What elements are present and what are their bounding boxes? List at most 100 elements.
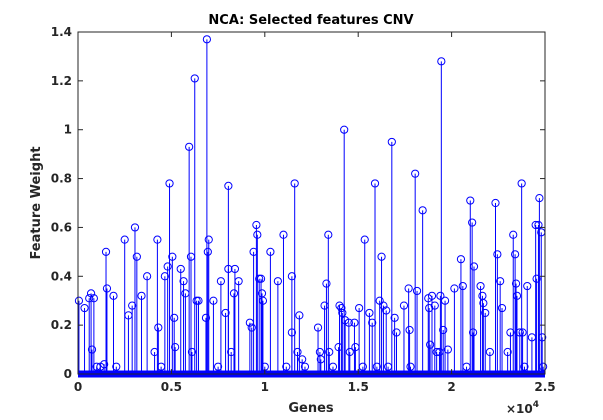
stem-marker-79 [324, 230, 333, 239]
stem-marker-65 [279, 230, 288, 239]
stem-marker-21 [153, 235, 162, 244]
stem-marker-35 [187, 347, 197, 357]
stem-marker-76 [316, 355, 325, 364]
stem-marker-124 [440, 296, 450, 305]
x-axis-label: Genes [288, 401, 334, 416]
stem-marker-91 [351, 343, 360, 352]
stem-marker-26 [165, 179, 174, 188]
stem-marker-80 [325, 347, 334, 357]
stem-marker-20 [150, 347, 159, 357]
stem-marker-53 [245, 318, 254, 327]
stem-marker-140 [493, 250, 502, 259]
stem-marker-67 [287, 272, 296, 281]
stem-marker-36 [190, 74, 199, 83]
stem-marker-52 [234, 277, 243, 286]
stem-marker-24 [160, 272, 169, 281]
stem-marker-50 [230, 264, 240, 274]
stem-marker-39 [202, 35, 211, 44]
y-tick-label-5: 1 [64, 123, 72, 137]
stem-marker-120 [435, 347, 444, 357]
stem-marker-28 [170, 313, 179, 322]
stem-marker-64 [273, 277, 282, 286]
stem-marker-81 [328, 362, 338, 371]
stem-marker-12 [112, 362, 121, 371]
stem-marker-132 [468, 328, 478, 337]
y-axis-label: Feature Weight [29, 146, 44, 259]
x-axis-exponent-power: 4 [533, 400, 539, 410]
stem-marker-118 [430, 301, 439, 310]
stem-marker-84 [337, 303, 346, 313]
stem-marker-106 [392, 328, 401, 337]
stem-marker-27 [168, 252, 177, 261]
stem-marker-22 [154, 323, 163, 332]
stem-marker-46 [221, 308, 230, 318]
stem-marker-49 [227, 347, 236, 357]
stem-marker-157 [534, 220, 543, 230]
stem-marker-101 [379, 301, 388, 310]
stem-marker-139 [491, 198, 500, 208]
stem-marker-17 [132, 252, 141, 261]
stem-marker-110 [406, 362, 415, 371]
stem-marker-45 [216, 277, 226, 286]
stem-marker-88 [344, 318, 353, 327]
stem-marker-40 [201, 313, 211, 322]
stem-marker-44 [214, 362, 223, 371]
stem-marker-147 [511, 279, 521, 288]
stem-marker-23 [157, 362, 166, 371]
stem-marker-77 [320, 301, 329, 310]
stem-marker-155 [531, 220, 540, 230]
stem-marker-133 [469, 262, 479, 271]
stem-marker-126 [450, 284, 459, 293]
stem-marker-108 [404, 284, 413, 293]
stem-marker-38 [194, 296, 203, 305]
x-axis-exponent-base: ×10 [506, 402, 533, 416]
stem-marker-19 [143, 272, 152, 281]
stem-marker-144 [506, 328, 515, 337]
stem-marker-5 [89, 294, 98, 303]
stem-marker-69 [290, 179, 299, 188]
stem-marker-42 [203, 247, 212, 256]
stem-marker-86 [340, 125, 349, 134]
stem-marker-10 [102, 284, 112, 293]
y-axis: 0 0.2 0.4 0.6 0.8 1 1.2 1.4 [51, 25, 545, 381]
stem-marker-129 [462, 362, 471, 371]
stem-marker-14 [124, 311, 133, 320]
stem-marker-112 [412, 286, 422, 296]
stem-marker-109 [405, 325, 414, 335]
stem-marker-115 [425, 303, 434, 313]
stem-marker-100 [377, 252, 386, 261]
stem-marker-150 [517, 179, 526, 188]
stem-marker-31 [179, 277, 188, 286]
stem-marker-15 [128, 301, 137, 310]
stem-marker-9 [101, 247, 111, 256]
stem-marker-154 [527, 333, 537, 342]
stem-marker-145 [509, 230, 518, 239]
stem-marker-8 [100, 360, 109, 369]
axes-box [77, 31, 546, 375]
x-tick-label-4: 2 [447, 380, 455, 394]
stem-marker-137 [481, 308, 490, 318]
x-tick-label-5: 2.5 [534, 380, 555, 394]
stem-marker-127 [456, 255, 466, 264]
stem-marker-151 [518, 328, 527, 337]
y-tick-label-4: 0.8 [51, 172, 72, 186]
x-tick-label-3: 1.5 [348, 380, 369, 394]
stem-marker-136 [479, 299, 488, 308]
stem-marker-61 [258, 296, 268, 305]
stem-marker-128 [458, 281, 467, 291]
stem-marker-116 [426, 340, 435, 349]
stem-marker-153 [523, 281, 532, 291]
stem-marker-152 [520, 362, 529, 371]
stem-marker-4 [87, 345, 97, 354]
stem-marker-41 [204, 235, 213, 244]
stem-marker-47 [224, 181, 233, 190]
stem-marker-56 [252, 220, 261, 230]
stem-marker-25 [163, 262, 172, 271]
stem-marker-117 [427, 291, 437, 300]
stem-marker-43 [209, 296, 218, 305]
stem-marker-55 [249, 247, 258, 256]
x-axis: 0 0.5 1 1.5 2 2.5 [74, 32, 556, 394]
stem-marker-122 [437, 57, 446, 66]
stem-marker-90 [350, 318, 359, 327]
y-tick-label-7: 1.4 [51, 25, 72, 39]
